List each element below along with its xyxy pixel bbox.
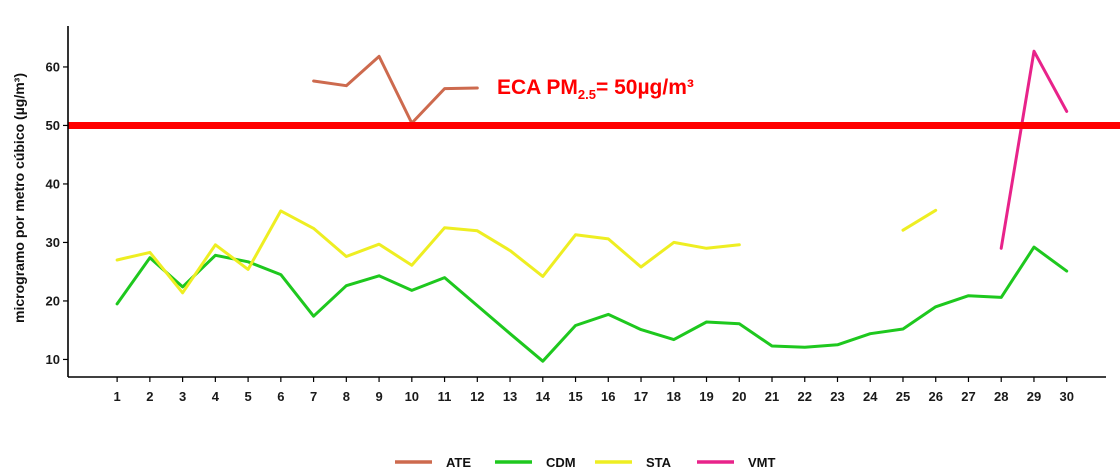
series-vmt: [999, 49, 1069, 250]
series-line-vmt: [999, 49, 1069, 250]
x-tick-label: 10: [405, 389, 419, 404]
y-axis-label: microgramo por metro cúbico (µg/m³): [11, 73, 27, 323]
x-tick-label: 11: [438, 389, 452, 404]
x-tick-label: 8: [343, 389, 350, 404]
x-tick-label: 12: [470, 389, 484, 404]
x-tick-label: 13: [503, 389, 517, 404]
x-tick-label: 1: [113, 389, 120, 404]
series-line-ate: [312, 54, 479, 125]
legend-label-ate: ATE: [446, 455, 471, 469]
x-tick-label: 28: [994, 389, 1008, 404]
x-tick-label: 24: [863, 389, 878, 404]
series-line-sta: [901, 208, 938, 232]
y-tick-label: 40: [46, 176, 60, 191]
x-tick-label: 6: [277, 389, 284, 404]
y-tick-label: 50: [46, 118, 60, 133]
x-tick-label: 29: [1027, 389, 1041, 404]
x-tick-label: 5: [244, 389, 251, 404]
x-tick-label: 18: [667, 389, 681, 404]
x-tick-label: 16: [601, 389, 615, 404]
x-tick-label: 23: [830, 389, 844, 404]
legend: ATE CDM STA VMT: [395, 455, 776, 469]
series-ate: [312, 54, 479, 125]
reference-label-rest: = 50µg/m³: [596, 76, 694, 99]
reference-layer: ECA PM2.5= 50µg/m³: [68, 76, 1120, 129]
x-tick-label: 21: [765, 389, 779, 404]
legend-label-sta: STA: [646, 455, 672, 469]
series-sta: [115, 208, 938, 295]
x-tick-label: 14: [536, 389, 551, 404]
x-tick-label: 25: [896, 389, 910, 404]
series-line-sta: [115, 209, 741, 295]
x-tick-label: 15: [568, 389, 582, 404]
x-tick-label: 22: [798, 389, 812, 404]
x-tick-label: 9: [375, 389, 382, 404]
y-tick-label: 30: [46, 235, 60, 250]
x-tick-label: 2: [146, 389, 153, 404]
series-layer: [115, 49, 1069, 363]
y-tick-label: 20: [46, 293, 60, 308]
series-line-cdm: [115, 245, 1069, 363]
x-tick-label: 20: [732, 389, 746, 404]
reference-label-subscript: 2.5: [578, 87, 596, 102]
reference-label-main: ECA PM: [497, 76, 578, 99]
y-tick-label: 10: [46, 352, 60, 367]
reference-label: ECA PM2.5= 50µg/m³: [497, 76, 694, 102]
x-tick-label: 30: [1059, 389, 1073, 404]
legend-label-vmt: VMT: [748, 455, 776, 469]
y-tick-label: 60: [46, 59, 60, 74]
series-cdm: [115, 245, 1069, 363]
x-tick-label: 27: [961, 389, 975, 404]
x-tick-label: 17: [634, 389, 648, 404]
x-tick-label: 19: [699, 389, 713, 404]
x-tick-label: 4: [212, 389, 220, 404]
x-tick-label: 3: [179, 389, 186, 404]
x-tick-label: 26: [928, 389, 942, 404]
legend-label-cdm: CDM: [546, 455, 576, 469]
x-tick-label: 7: [310, 389, 317, 404]
